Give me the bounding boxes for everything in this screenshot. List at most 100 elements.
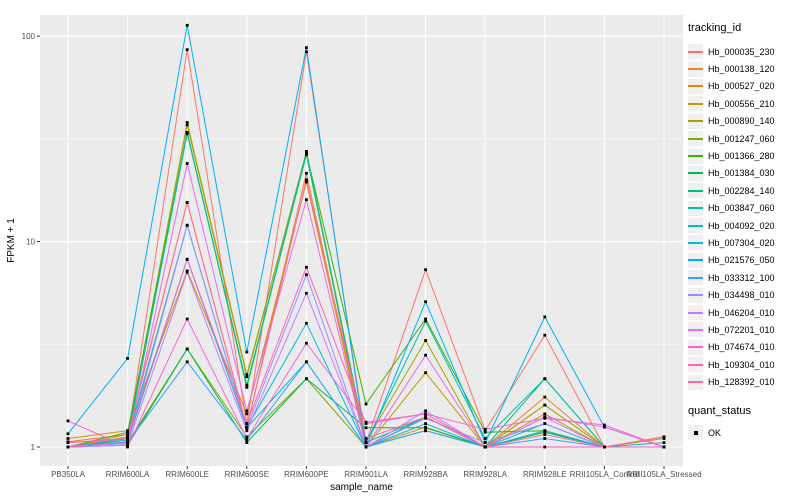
- data-point: [543, 403, 547, 407]
- line-swatch-icon: [688, 50, 703, 53]
- legend-entry-label: Hb_128392_010: [708, 377, 775, 388]
- line-swatch-icon: [688, 120, 703, 123]
- line-swatch-icon: [688, 346, 703, 349]
- data-point: [185, 223, 189, 227]
- line-swatch-icon: [688, 102, 703, 105]
- legend-key: [688, 270, 703, 286]
- data-point: [543, 433, 547, 436]
- legend-entry: Hb_072201_010: [688, 321, 798, 338]
- legend-entry: Hb_007304_020: [688, 234, 798, 251]
- legend-entry-label: Hb_001384_030: [708, 168, 775, 179]
- data-point: [364, 422, 368, 425]
- legend-key: [688, 61, 703, 77]
- data-point: [245, 437, 249, 440]
- x-tick-label: RRIM600LE: [165, 470, 209, 479]
- data-point: [185, 48, 189, 52]
- data-point: [245, 425, 249, 429]
- y-axis-title: FPKM + 1: [6, 218, 17, 263]
- legend-key: [688, 200, 703, 216]
- data-point: [245, 375, 249, 379]
- data-point: [424, 412, 427, 416]
- legend-entry: Hb_001366_280: [688, 147, 798, 164]
- legend-key: [688, 305, 703, 321]
- data-point: [305, 151, 308, 155]
- legend-entry: Hb_128392_010: [688, 373, 798, 390]
- data-point: [126, 443, 129, 447]
- line-swatch-icon: [688, 381, 703, 384]
- legend-key: [688, 78, 703, 94]
- data-point: [364, 420, 368, 424]
- data-point: [424, 319, 427, 323]
- legend-entry-label: Hb_074674_010: [708, 342, 775, 353]
- legend-entry-label: Hb_072201_010: [708, 324, 775, 335]
- data-point: [245, 435, 249, 439]
- data-point: [305, 46, 308, 49]
- legend-entry: Hb_003847_060: [688, 200, 798, 217]
- legend-entry: Hb_000890_140: [688, 113, 798, 130]
- legend-key: [688, 235, 703, 251]
- line-swatch-icon: [688, 259, 703, 262]
- x-tick-label: RRIM901LA: [344, 470, 388, 479]
- data-point: [126, 433, 129, 436]
- data-point: [245, 386, 249, 389]
- data-point: [424, 371, 427, 375]
- line-swatch-icon: [688, 224, 703, 227]
- data-point: [305, 265, 308, 269]
- quant-status-key: [688, 425, 703, 440]
- data-point: [305, 50, 308, 54]
- legend-entry-label: Hb_021576_050: [708, 255, 775, 266]
- legend-entry-label: Hb_000890_140: [708, 116, 775, 127]
- data-point: [126, 438, 129, 442]
- data-point: [185, 132, 189, 136]
- legend-entry-label: Hb_001366_280: [708, 151, 775, 162]
- line-swatch-icon: [688, 189, 703, 192]
- data-point: [543, 377, 547, 381]
- line-swatch-icon: [688, 363, 703, 366]
- data-point: [424, 339, 427, 342]
- data-point: [185, 270, 189, 274]
- line-swatch-icon: [688, 85, 703, 88]
- data-point: [424, 426, 427, 430]
- line-swatch-icon: [688, 68, 703, 71]
- data-point: [483, 437, 487, 440]
- data-point: [543, 395, 547, 399]
- legend-entry: Hb_004092_020: [688, 217, 798, 234]
- x-tick-label: RRII105LA_Control: [570, 470, 640, 479]
- data-point: [305, 291, 308, 295]
- x-tick-label: RRIM600PE: [284, 470, 328, 479]
- data-point: [305, 360, 308, 364]
- data-point: [245, 412, 249, 416]
- data-point: [126, 435, 129, 439]
- data-point: [424, 353, 427, 357]
- y-tick-label: 100: [22, 32, 36, 41]
- data-point: [543, 315, 547, 319]
- legend-key: [688, 148, 703, 164]
- x-tick-label: RRII105LA_Stressed: [626, 470, 701, 479]
- data-point: [662, 437, 666, 440]
- legend-entry: Hb_046204_010: [688, 304, 798, 321]
- data-point: [305, 198, 308, 202]
- data-point: [424, 429, 427, 433]
- data-point: [305, 171, 308, 175]
- legend-entry-label: Hb_007304_020: [708, 237, 775, 248]
- data-point: [424, 415, 427, 419]
- data-point: [543, 437, 547, 440]
- data-point: [662, 435, 666, 439]
- legend-key: [688, 218, 703, 234]
- data-point: [66, 437, 70, 440]
- data-point: [185, 121, 189, 124]
- data-point: [603, 423, 606, 427]
- data-point: [126, 437, 129, 440]
- quant-status-label: OK: [708, 427, 722, 438]
- data-point: [543, 430, 547, 434]
- legend-key: [688, 287, 703, 303]
- data-point: [662, 445, 666, 449]
- legend-entry-label: Hb_046204_010: [708, 307, 775, 318]
- line-swatch-icon: [688, 328, 703, 331]
- legend-key: [688, 322, 703, 338]
- legend-key: [688, 357, 703, 373]
- data-point: [126, 430, 129, 434]
- x-tick-label: RRIM928BA: [403, 470, 448, 479]
- data-point: [185, 317, 189, 321]
